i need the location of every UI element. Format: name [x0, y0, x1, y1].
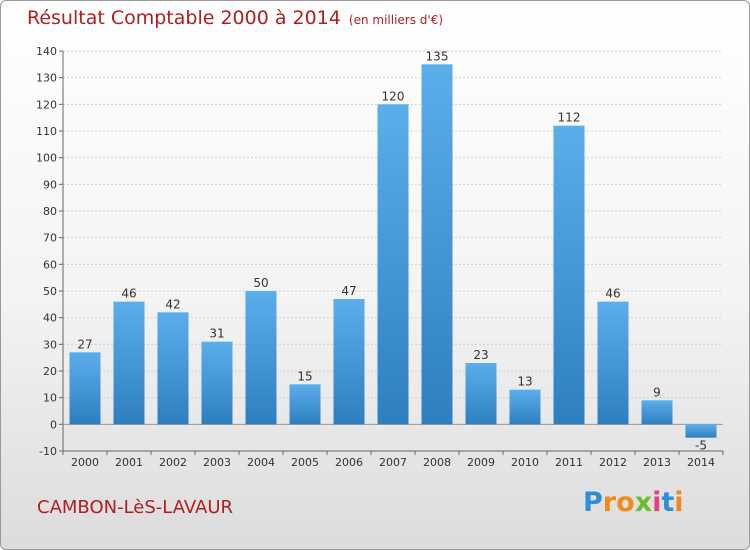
bar-2014: [685, 424, 717, 438]
y-tick-label: 20: [43, 365, 57, 378]
y-tick-label: 120: [36, 98, 57, 111]
x-tick-label-2007: 2007: [379, 456, 407, 469]
bar-2013: [641, 400, 673, 425]
y-tick-label: 50: [43, 285, 57, 298]
y-tick-label: -10: [39, 445, 57, 458]
logo-letter: P: [583, 487, 603, 518]
value-label-2000: 27: [77, 337, 92, 351]
proxiti-logo[interactable]: Proxiti: [583, 487, 684, 518]
value-label-2011: 112: [558, 111, 581, 125]
bar-2009: [465, 363, 497, 425]
x-tick-label-2011: 2011: [555, 456, 583, 469]
logo-letter: t: [661, 487, 675, 518]
y-tick-label: 90: [43, 178, 57, 191]
x-tick-label-2002: 2002: [159, 456, 187, 469]
bar-2011: [553, 125, 585, 425]
value-label-2001: 46: [121, 287, 136, 301]
bar-2001: [113, 301, 145, 425]
x-tick-label-2014: 2014: [687, 456, 715, 469]
value-label-2006: 47: [341, 284, 356, 298]
bar-2004: [245, 291, 277, 425]
axes: -10 0 10 20 30 40 50 60 70 80 90 100 110 120 130 140 200…: [36, 45, 724, 469]
value-label-2005: 15: [297, 369, 312, 383]
logo-letter: o: [616, 487, 635, 518]
x-tick-label-2003: 2003: [203, 456, 231, 469]
x-tick-label-2013: 2013: [643, 456, 671, 469]
x-tick-label-2000: 2000: [71, 456, 99, 469]
chart-title: Résultat Comptable 2000 à 2014 (en millie…: [27, 7, 443, 29]
value-label-2014: -5: [695, 439, 707, 453]
y-tick-label: 40: [43, 312, 57, 325]
value-label-2008: 135: [426, 49, 449, 63]
value-label-2013: 9: [653, 385, 661, 399]
logo-letter: i: [674, 487, 684, 518]
x-tick-label-2009: 2009: [467, 456, 495, 469]
x-tick-label-2006: 2006: [335, 456, 363, 469]
bar-2008: [421, 64, 453, 425]
y-tick-label: 80: [43, 205, 57, 218]
chart-unit: (en milliers d'€): [348, 13, 444, 27]
value-label-2007: 120: [382, 89, 405, 103]
y-tick-label: 0: [50, 418, 57, 431]
bar-2010: [509, 389, 541, 425]
labels: 27 46 42 31 50 15 47 120 135 23 13 112 46 9 -5: [77, 49, 707, 452]
x-tick-label-2010: 2010: [511, 456, 539, 469]
y-tick-label: 30: [43, 338, 57, 351]
y-tick-label: 140: [36, 45, 57, 58]
bar-2006: [333, 299, 365, 425]
commune-name: CAMBON-LèS-LAVAUR: [37, 497, 234, 518]
value-label-2009: 23: [473, 348, 488, 362]
logo-letter: r: [602, 487, 617, 518]
value-label-2010: 13: [517, 375, 532, 389]
y-tick-label: 60: [43, 258, 57, 271]
y-tick-label: 70: [43, 232, 57, 245]
bar-2000: [69, 352, 101, 425]
y-tick-label: 130: [36, 72, 57, 85]
bars: [69, 64, 717, 438]
y-tick-label: 10: [43, 392, 57, 405]
logo-letter: i: [652, 487, 662, 518]
value-label-2012: 46: [605, 287, 620, 301]
chart-title-text: Résultat Comptable 2000 à 2014: [27, 7, 341, 29]
x-tick-label-2001: 2001: [115, 456, 143, 469]
x-tick-label-2008: 2008: [423, 456, 451, 469]
x-tick-label-2012: 2012: [599, 456, 627, 469]
x-tick-label-2004: 2004: [247, 456, 275, 469]
value-label-2003: 31: [209, 327, 224, 341]
bar-2002: [157, 312, 189, 425]
x-tick-label-2005: 2005: [291, 456, 319, 469]
bar-2003: [201, 341, 233, 425]
value-label-2002: 42: [165, 297, 180, 311]
value-label-2004: 50: [253, 276, 268, 290]
bar-2007: [377, 104, 409, 425]
y-tick-label: 110: [36, 125, 57, 138]
bar-2012: [597, 301, 629, 425]
y-tick-label: 100: [36, 152, 57, 165]
bar-2005: [289, 384, 321, 425]
logo-letter: x: [634, 487, 653, 518]
